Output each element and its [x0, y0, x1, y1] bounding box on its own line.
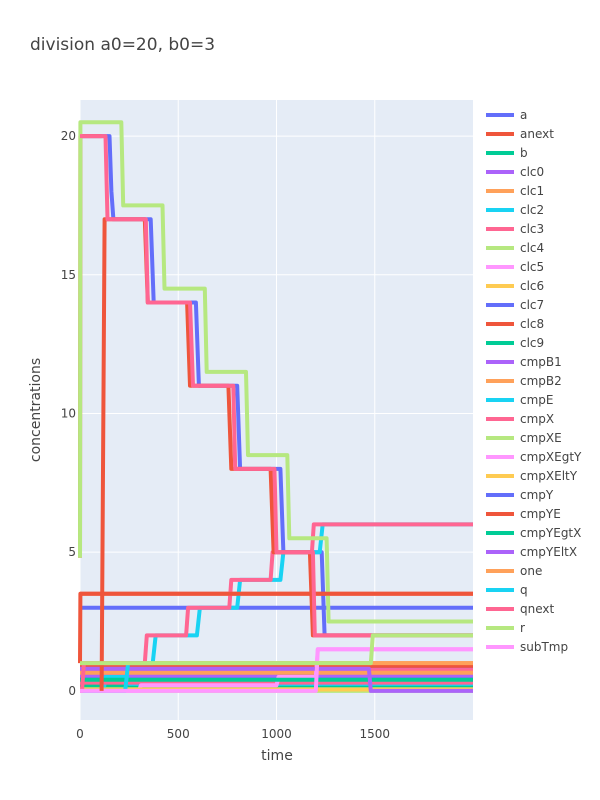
legend-item-clc9[interactable]: clc9 [486, 336, 544, 350]
legend-label: clc9 [520, 336, 544, 350]
legend-label: anext [520, 127, 554, 141]
legend-item-r[interactable]: r [486, 621, 525, 635]
legend-item-clc7[interactable]: clc7 [486, 298, 544, 312]
legend-item-cmpXEgtY[interactable]: cmpXEgtY [486, 450, 582, 464]
legend-label: clc0 [520, 165, 544, 179]
y-axis-ticks: 0 5 10 15 20 [61, 129, 76, 698]
x-tick-label: 0 [76, 727, 84, 741]
legend-label: subTmp [520, 640, 568, 654]
series-line-cmpYEltX [80, 666, 473, 693]
legend-item-cmpX[interactable]: cmpX [486, 412, 554, 426]
legend-item-clc3[interactable]: clc3 [486, 222, 544, 236]
series-line-clc4-extra [80, 633, 473, 666]
legend-label: cmpXE [520, 431, 562, 445]
legend-item-cmpE[interactable]: cmpE [486, 393, 554, 407]
chart-title: division a0=20, b0=3 [30, 35, 215, 55]
legend-label: cmpB1 [520, 355, 562, 369]
legend-item-cmpXE[interactable]: cmpXE [486, 431, 562, 445]
legend-label: a [520, 108, 527, 122]
y-tick-label: 20 [61, 129, 76, 143]
legend-label: clc2 [520, 203, 544, 217]
legend-label: clc6 [520, 279, 544, 293]
legend-label: clc4 [520, 241, 544, 255]
legend-label: clc3 [520, 222, 544, 236]
legend-label: cmpE [520, 393, 554, 407]
y-tick-label: 10 [61, 406, 76, 420]
legend-item-cmpXEltY[interactable]: cmpXEltY [486, 469, 578, 483]
legend-label: q [520, 583, 528, 597]
legend-label: cmpYE [520, 507, 561, 521]
x-axis-ticks: 0 500 1000 1500 [76, 727, 390, 741]
legend-item-subTmp[interactable]: subTmp [486, 640, 568, 654]
legend-item-clc8[interactable]: clc8 [486, 317, 544, 331]
series-line-r [78, 120, 473, 624]
legend-label: cmpXEgtY [520, 450, 582, 464]
x-tick-label: 1000 [261, 727, 292, 741]
series-line-anext-extra [78, 591, 473, 664]
legend[interactable]: a anext b clc0 clc1 clc2 clc3 clc4 clc5 clc6 clc7 c… [486, 108, 582, 654]
x-axis-title: time [261, 748, 293, 764]
legend-item-cmpB2[interactable]: cmpB2 [486, 374, 562, 388]
legend-item-clc0[interactable]: clc0 [486, 165, 544, 179]
legend-item-cmpYEltX[interactable]: cmpYEltX [486, 545, 577, 559]
legend-item-clc4[interactable]: clc4 [486, 241, 544, 255]
legend-item-cmpYEgtX[interactable]: cmpYEgtX [486, 526, 581, 540]
x-tick-label: 500 [167, 727, 190, 741]
legend-label: b [520, 146, 528, 160]
legend-item-clc2[interactable]: clc2 [486, 203, 544, 217]
legend-item-qnext[interactable]: qnext [486, 602, 554, 616]
legend-item-clc5[interactable]: clc5 [486, 260, 544, 274]
legend-item-cmpYE[interactable]: cmpYE [486, 507, 561, 521]
series-line-subTmp [80, 647, 473, 693]
legend-item-cmpB1[interactable]: cmpB1 [486, 355, 562, 369]
legend-label: clc8 [520, 317, 544, 331]
legend-label: cmpYEltX [520, 545, 577, 559]
legend-item-b[interactable]: b [486, 146, 528, 160]
legend-item-clc6[interactable]: clc6 [486, 279, 544, 293]
legend-label: r [520, 621, 525, 635]
y-tick-label: 15 [61, 268, 76, 282]
y-tick-label: 5 [68, 545, 76, 559]
legend-item-anext[interactable]: anext [486, 127, 554, 141]
legend-label: cmpB2 [520, 374, 562, 388]
legend-label: one [520, 564, 542, 578]
legend-label: cmpX [520, 412, 554, 426]
legend-label: clc7 [520, 298, 544, 312]
legend-item-cmpY[interactable]: cmpY [486, 488, 554, 502]
series-layer [78, 120, 473, 693]
y-tick-label: 0 [68, 684, 76, 698]
series-line-clc3-extra [80, 134, 473, 638]
legend-label: cmpYEgtX [520, 526, 581, 540]
legend-label: qnext [520, 602, 554, 616]
legend-label: clc5 [520, 260, 544, 274]
legend-item-a[interactable]: a [486, 108, 527, 122]
y-axis-title: concentrations [28, 358, 44, 462]
legend-label: cmpXEltY [520, 469, 578, 483]
legend-label: clc1 [520, 184, 544, 198]
legend-item-one[interactable]: one [486, 564, 542, 578]
x-tick-label: 1500 [359, 727, 390, 741]
legend-label: cmpY [520, 488, 554, 502]
legend-item-q[interactable]: q [486, 583, 528, 597]
legend-item-clc1[interactable]: clc1 [486, 184, 544, 198]
